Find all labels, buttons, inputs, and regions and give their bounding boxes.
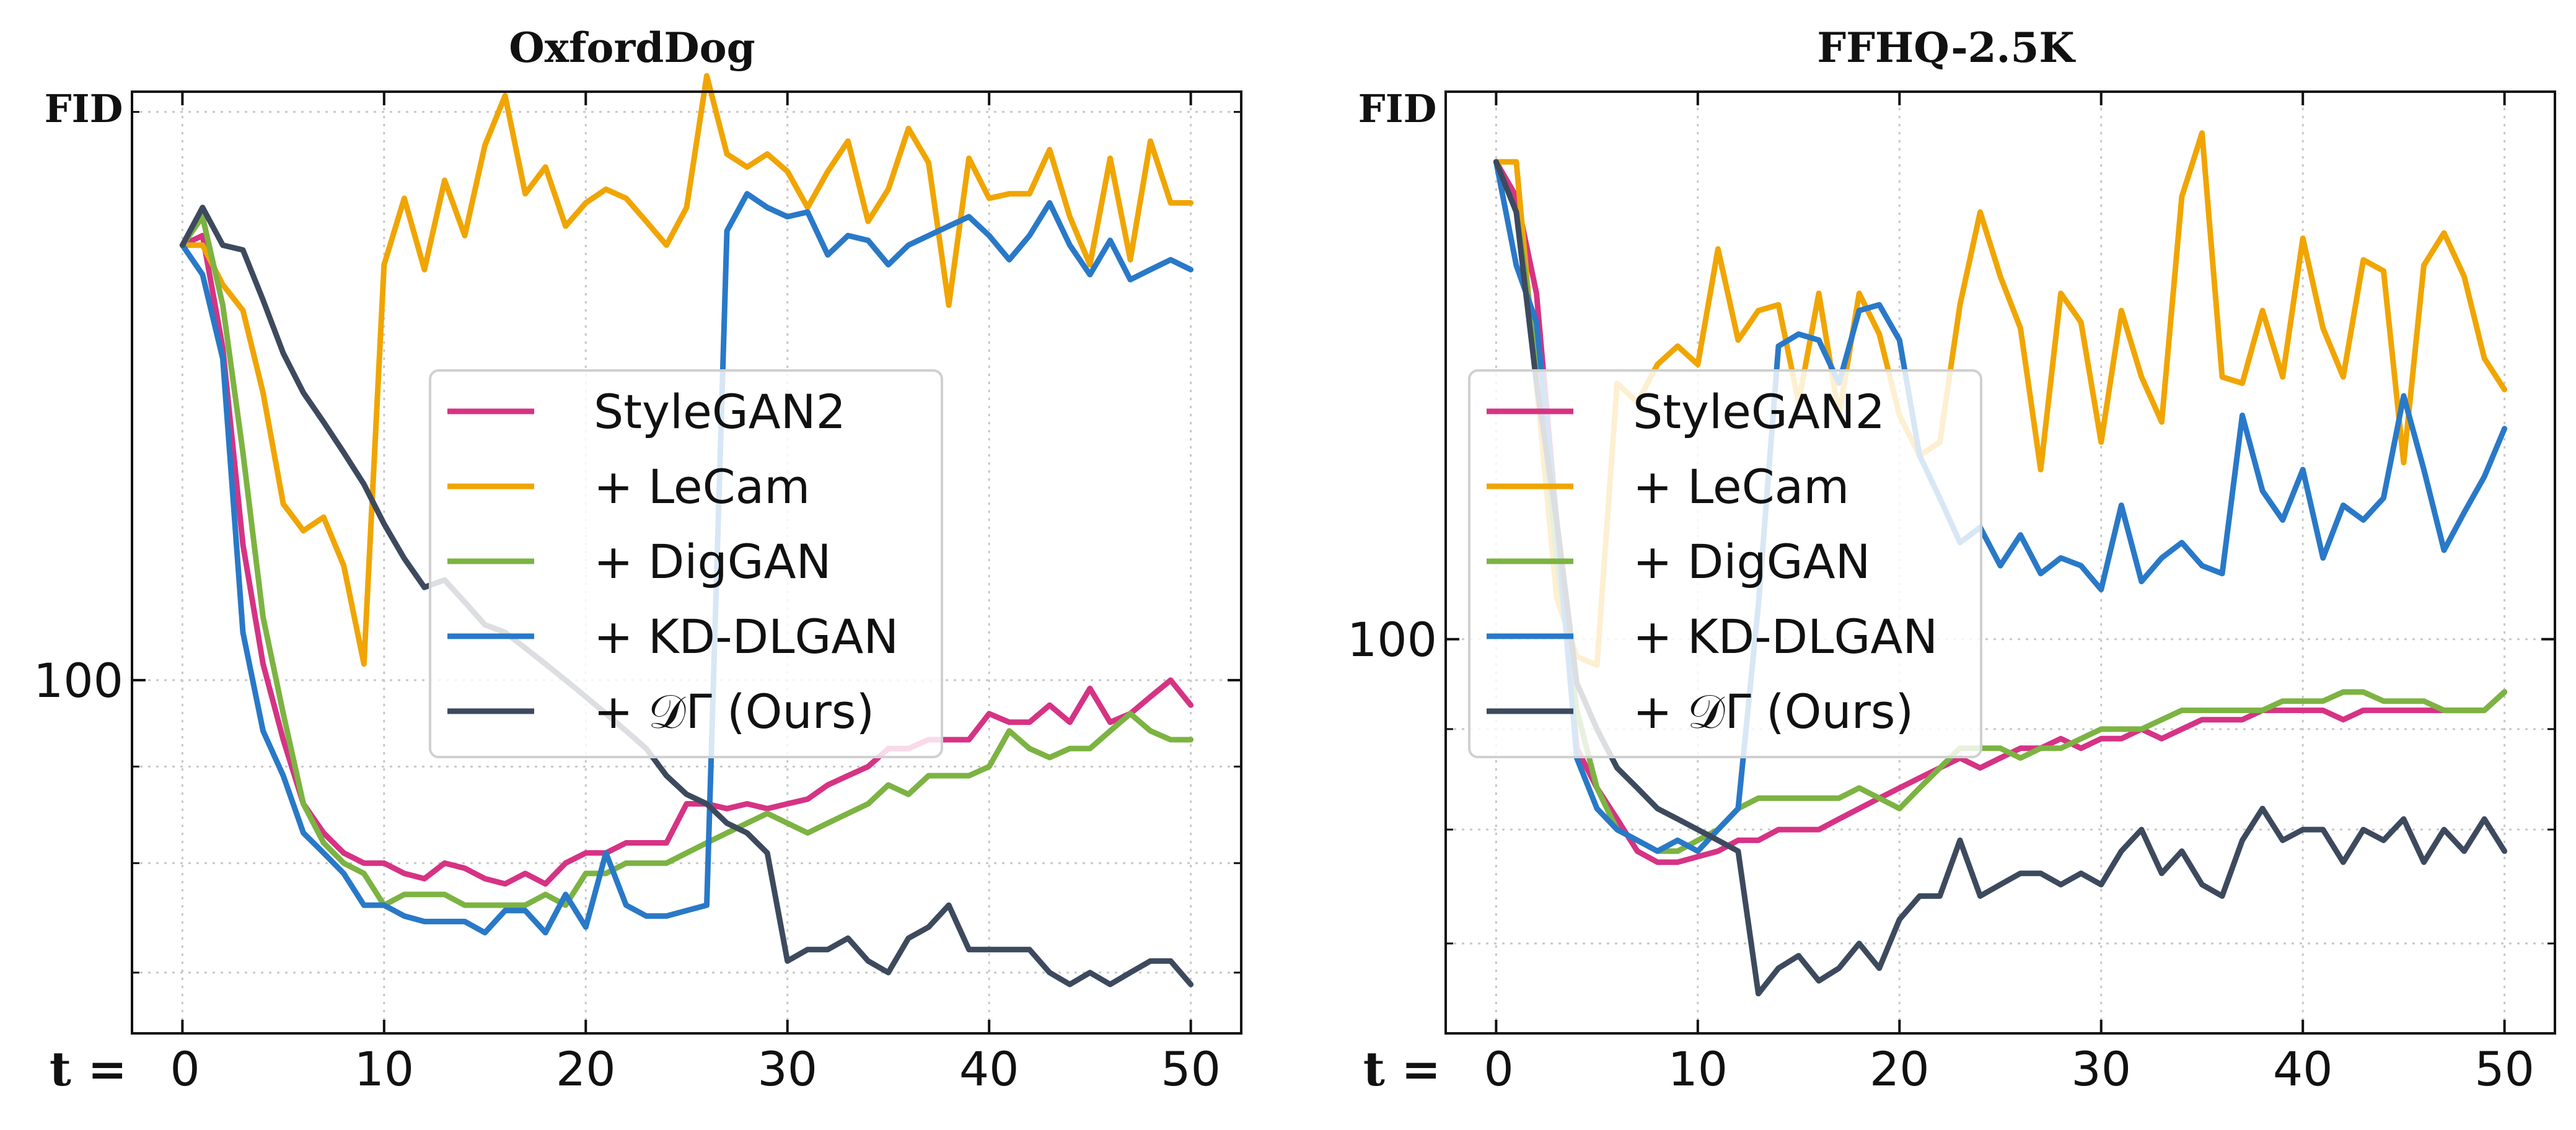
series-line-2 <box>1493 159 2508 854</box>
legend: StyleGAN2 + LeCam + DigGAN + KD-DLGAN + 𝒟Γ (… <box>429 369 943 758</box>
plot-frame <box>131 90 1242 1035</box>
x-axis-prefix: t = <box>50 1041 127 1097</box>
legend-label-3: + KD-DLGAN <box>1633 609 1938 664</box>
legend-label-2: + DigGAN <box>594 534 831 589</box>
chart-oxforddog: OxfordDog FID t = 0 10 20 30 40 50 100 StyleGAN… <box>33 24 1242 1097</box>
x-tick-label: 0 <box>1484 1041 1513 1097</box>
series-line-2 <box>179 214 1194 908</box>
x-tick-label: 50 <box>2474 1041 2534 1097</box>
series-line-1 <box>1493 130 2508 668</box>
legend-label-3: + KD-DLGAN <box>594 609 899 664</box>
series-line-1 <box>179 72 1194 667</box>
series-line-0 <box>1493 159 2508 865</box>
legend-box <box>429 369 943 758</box>
legend: StyleGAN2 + LeCam + DigGAN + KD-DLGAN + 𝒟Γ (… <box>1468 369 1982 758</box>
y-axis-label: FID <box>1358 86 1437 131</box>
chart-title: OxfordDog <box>509 24 755 72</box>
series-line-3 <box>179 191 1194 935</box>
series-group <box>1493 130 2508 997</box>
legend-label-4: + 𝒟Γ (Ours) <box>594 684 874 739</box>
x-tick-label: 20 <box>556 1041 616 1097</box>
series-line-3 <box>1493 159 2508 854</box>
x-tick-label: 30 <box>2071 1041 2131 1097</box>
y-tick-label: 100 <box>33 653 123 708</box>
legend-label-1: + LeCam <box>594 459 810 514</box>
chart-title: FFHQ-2.5K <box>1817 24 2076 72</box>
legend-label-1: + LeCam <box>1633 459 1849 514</box>
chart-ffhq: FFHQ-2.5K FID t = 0 10 20 30 40 50 100 StyleGAN… <box>1347 24 2556 1097</box>
legend-box <box>1468 369 1982 758</box>
series-line-4 <box>179 204 1194 988</box>
x-tick-label: 40 <box>959 1041 1019 1097</box>
plot-frame <box>1444 90 2556 1035</box>
x-tick-label: 20 <box>1870 1041 1930 1097</box>
legend-label-0: StyleGAN2 <box>594 384 846 439</box>
y-tick-label: 100 <box>1347 612 1437 667</box>
series-group <box>179 72 1194 988</box>
x-tick-label: 40 <box>2273 1041 2333 1097</box>
series-line-4 <box>1493 159 2508 997</box>
y-axis-label: FID <box>45 86 123 131</box>
x-axis-prefix: t = <box>1363 1041 1441 1097</box>
series-line-0 <box>179 232 1194 887</box>
legend-label-4: + 𝒟Γ (Ours) <box>1633 684 1914 739</box>
legend-label-2: + DigGAN <box>1633 534 1870 589</box>
x-tick-label: 50 <box>1161 1041 1221 1097</box>
x-tick-label: 10 <box>354 1041 414 1097</box>
x-tick-label: 10 <box>1668 1041 1728 1097</box>
x-tick-label: 30 <box>757 1041 817 1097</box>
x-tick-label: 0 <box>170 1041 200 1097</box>
legend-label-0: StyleGAN2 <box>1633 384 1885 439</box>
